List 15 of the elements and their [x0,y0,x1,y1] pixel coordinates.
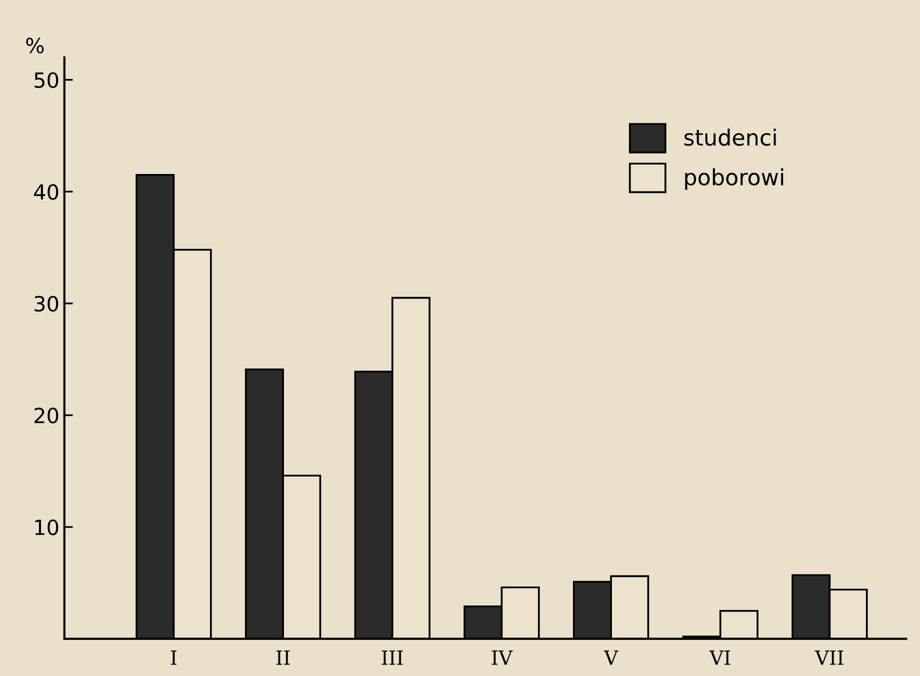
x-tick-label: IV [492,650,513,665]
x-tick-label: II [276,650,290,665]
x-tick-label: III [382,650,403,665]
legend-label: studenci [684,128,776,146]
x-tick-label: VII [814,650,844,665]
y-tick-label: 40 [34,184,58,200]
y-axis-title: % [26,38,44,54]
x-tick-label: VI [709,650,730,665]
y-tick-label: 20 [34,408,58,424]
y-tick-label: 50 [34,72,58,88]
y-tick-label: 10 [35,519,58,536]
legend-label: poborowi [685,168,784,190]
y-tick-label: 30 [34,296,58,312]
x-tick-label: V [604,650,618,665]
x-tick-label: I [170,650,176,665]
